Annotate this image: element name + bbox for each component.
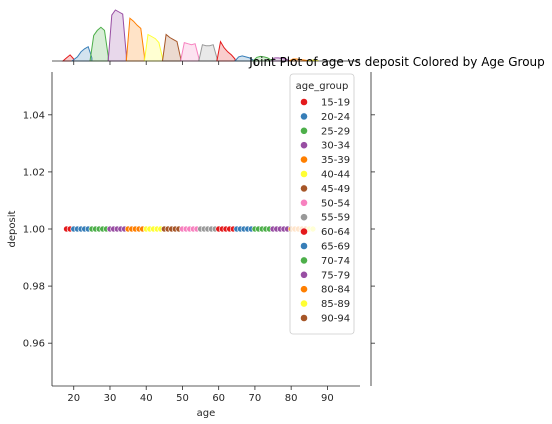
legend-label-75-79: 75-79 xyxy=(321,270,350,281)
chart-title: Joint Plot of age vs deposit Colored by … xyxy=(248,55,545,69)
legend-marker-25-29 xyxy=(300,126,308,135)
legend-items: 15-19 20-24 25-29 30-34 35-39 40-44 45-49 50-54… xyxy=(300,98,350,325)
legend-label-30-34: 30-34 xyxy=(321,141,350,152)
x-tick-label: 20 xyxy=(67,393,80,404)
marginal-area-20-24 xyxy=(70,45,93,62)
legend-marker-50-54 xyxy=(300,198,308,207)
legend-marker-65-69 xyxy=(300,242,308,250)
y-tick-label: 0.96 xyxy=(23,339,45,350)
marginal-area-15-19 xyxy=(61,54,75,62)
legend-label-35-39: 35-39 xyxy=(321,155,350,166)
x-axis-label: age xyxy=(197,408,216,419)
legend-marker-90-94 xyxy=(300,314,308,322)
legend-label-20-24: 20-24 xyxy=(321,112,350,123)
legend-marker-45-49 xyxy=(300,184,308,193)
x-tick-label: 80 xyxy=(285,393,298,404)
marginal-area-50-54 xyxy=(179,41,200,62)
legend-label-90-94: 90-94 xyxy=(321,314,350,325)
legend-label-15-19: 15-19 xyxy=(321,98,350,109)
legend-title: age_group xyxy=(296,81,349,92)
legend-label-40-44: 40-44 xyxy=(321,170,350,181)
legend-marker-80-84 xyxy=(300,285,308,294)
legend-label-60-64: 60-64 xyxy=(321,227,350,238)
marginal-area-25-29 xyxy=(89,26,109,62)
legend-marker-35-39 xyxy=(300,155,308,164)
marginal-area-30-34 xyxy=(107,9,127,62)
legend-marker-15-19 xyxy=(300,98,308,106)
y-tick-label: 0.98 xyxy=(23,282,45,293)
marginal-area-35-39 xyxy=(125,17,145,62)
scatter-points xyxy=(63,225,317,233)
legend-label-85-89: 85-89 xyxy=(321,299,350,310)
marginal-area-45-49 xyxy=(161,33,182,62)
legend-label-25-29: 25-29 xyxy=(321,126,350,137)
y-tick-label: 1.00 xyxy=(23,225,45,236)
legend-marker-60-64 xyxy=(300,227,308,236)
x-tick-label: 50 xyxy=(176,393,189,404)
legend-marker-55-59 xyxy=(300,213,308,222)
legend-marker-30-34 xyxy=(300,141,308,150)
y-ticks: 0.96 0.98 1.00 1.02 1.04 xyxy=(23,110,375,350)
x-tick-label: 60 xyxy=(212,393,225,404)
legend-marker-70-74 xyxy=(300,256,308,265)
axes xyxy=(51,60,372,387)
legend-label-45-49: 45-49 xyxy=(321,184,350,195)
x-tick-label: 90 xyxy=(321,393,334,404)
legend-marker-85-89 xyxy=(300,299,308,308)
x-ticks: 20 30 40 50 60 70 80 90 xyxy=(67,61,334,404)
legend-label-65-69: 65-69 xyxy=(321,242,350,253)
marginal-area-60-64 xyxy=(216,40,236,62)
legend: age_group 15-19 20-24 25-29 30-34 35-39 40-44… xyxy=(289,73,355,335)
legend-label-50-54: 50-54 xyxy=(321,198,350,209)
x-tick-label: 70 xyxy=(249,393,262,404)
legend-label-80-84: 80-84 xyxy=(321,285,350,296)
y-axis-label: deposit xyxy=(7,210,18,247)
legend-frame xyxy=(289,73,355,335)
legend-marker-40-44 xyxy=(300,170,308,178)
y-tick-label: 1.02 xyxy=(23,167,45,178)
legend-label-55-59: 55-59 xyxy=(321,213,350,224)
y-tick-label: 1.04 xyxy=(23,110,45,121)
x-tick-label: 30 xyxy=(104,393,117,404)
marginal-x-density xyxy=(61,9,319,62)
legend-marker-75-79 xyxy=(300,270,308,279)
legend-marker-20-24 xyxy=(300,112,308,121)
marginal-area-40-44 xyxy=(143,33,163,62)
x-tick-label: 40 xyxy=(140,393,153,404)
legend-label-70-74: 70-74 xyxy=(321,256,350,267)
marginal-area-55-59 xyxy=(198,44,218,62)
